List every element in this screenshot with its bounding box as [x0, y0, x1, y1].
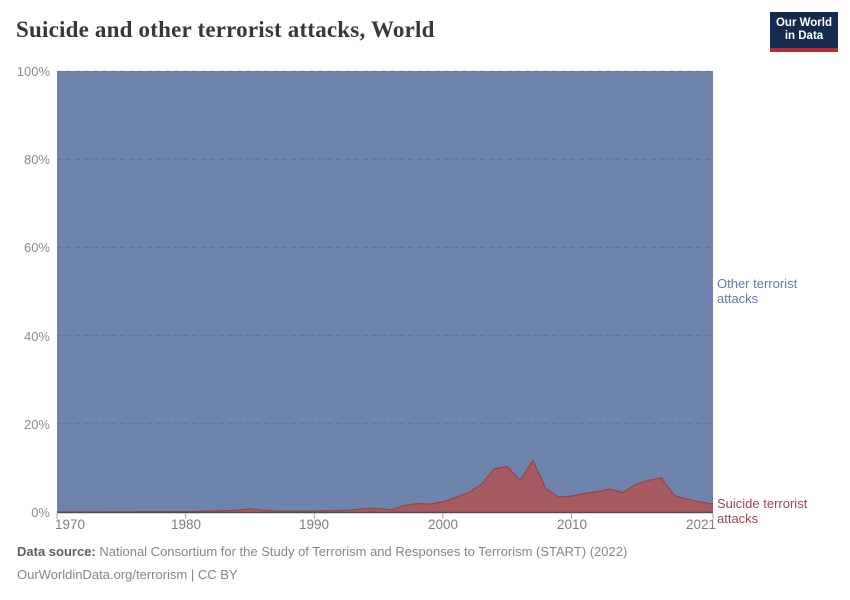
- data-source-line: Data source: National Consortium for the…: [17, 544, 627, 560]
- other-terrorist-attacks-area[interactable]: [57, 71, 713, 512]
- x-axis-label-2000: 2000: [428, 517, 459, 532]
- x-axis-label-1970: 1970: [55, 517, 86, 532]
- series-label-other-terrorist-attacks[interactable]: Other terrorist attacks: [717, 276, 798, 306]
- series-label-suicide-terrorist-attacks[interactable]: Suicide terrorist attacks: [717, 496, 808, 526]
- x-axis-label-1980: 1980: [171, 517, 202, 532]
- y-axis-label-60: 60%: [23, 240, 50, 256]
- owid-logo-line1: Our World: [775, 17, 832, 29]
- license-link[interactable]: OurWorldinData.org/terrorism | CC BY: [17, 567, 238, 582]
- x-axis-label-1990: 1990: [299, 517, 330, 532]
- y-axis-label-40: 40%: [23, 328, 50, 344]
- suicide-series-line: [57, 459, 714, 513]
- data-source-label: Data source:: [17, 544, 96, 559]
- y-axis-label-80: 80%: [23, 152, 50, 168]
- chart-footer: Data source: National Consortium for the…: [17, 544, 627, 583]
- y-axis-label-100: 100%: [16, 64, 50, 79]
- x-axis-label-2010: 2010: [557, 517, 588, 532]
- x-axis-label-2021: 2021: [686, 517, 717, 532]
- page-title: Suicide and other terrorist attacks, Wor…: [16, 17, 435, 42]
- owid-logo-line2: in Data: [784, 30, 824, 42]
- owid-logo[interactable]: Our World in Data: [770, 12, 838, 52]
- y-axis-label-20: 20%: [23, 416, 50, 432]
- data-source-text: National Consortium for the Study of Ter…: [99, 544, 628, 559]
- suicide-terrorist-attacks-area[interactable]: [57, 460, 713, 512]
- y-axis-label-0: 0%: [31, 505, 50, 520]
